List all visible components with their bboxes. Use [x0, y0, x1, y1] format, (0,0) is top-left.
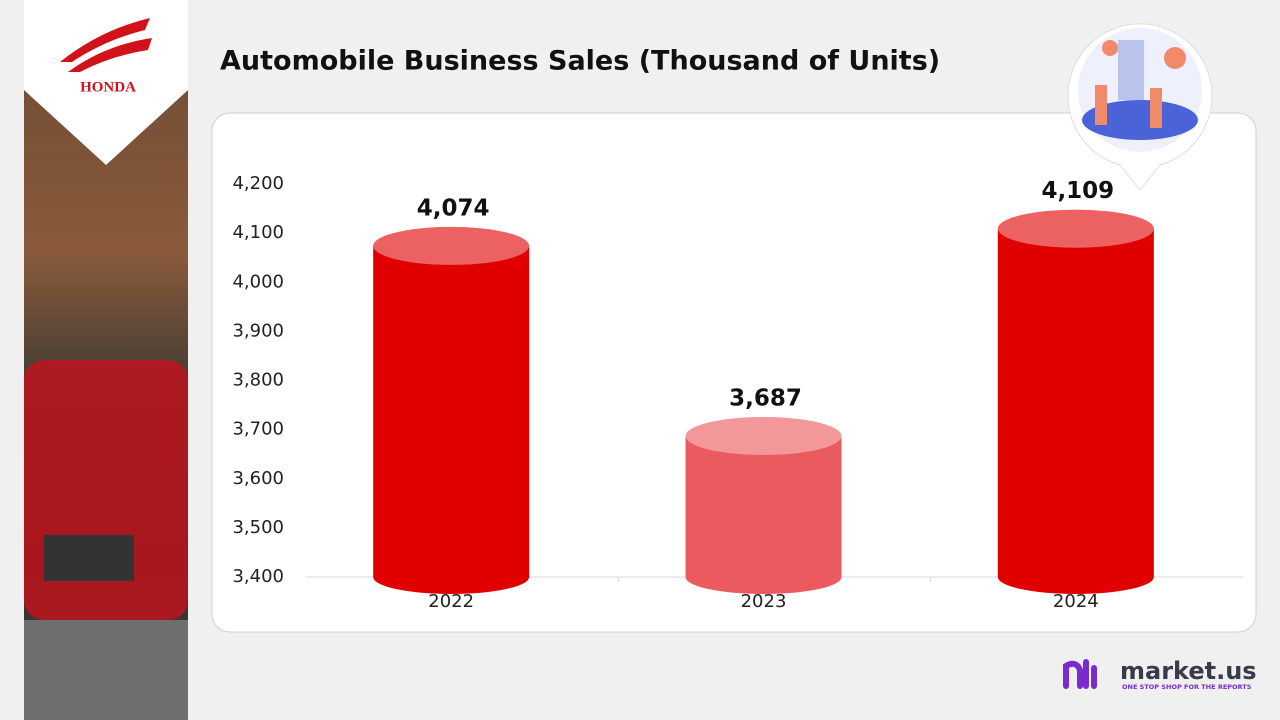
y-tick-label: 3,400: [232, 566, 284, 587]
y-tick-label: 3,600: [232, 468, 284, 489]
bar-top: [685, 417, 842, 456]
chart-title: Automobile Business Sales (Thousand of U…: [220, 46, 940, 77]
illustration-person: [1150, 88, 1162, 128]
bar-top-shade: [997, 209, 1154, 248]
illustration-car: [1082, 100, 1198, 140]
x-tick-label: 2022: [428, 591, 474, 612]
road: [24, 620, 188, 720]
value-label: 3,687: [729, 386, 802, 412]
footer-tagline: ONE STOP SHOP FOR THE REPORTS: [1122, 683, 1252, 691]
logo-wing: [60, 18, 152, 72]
footer-logo: market.us: [1120, 657, 1257, 685]
illustration-person: [1095, 85, 1107, 125]
car-plate: [44, 535, 134, 581]
bar: [997, 228, 1154, 595]
bar: [373, 245, 530, 594]
plot-area: 3,400 3,500 3,600 3,700 3,800 3,900 4,000 4,100…: [232, 173, 1243, 612]
x-tick-label: 2024: [1053, 591, 1099, 612]
bar: [685, 436, 842, 594]
illustration-clock: [1164, 47, 1186, 69]
illustration-coin: [1102, 40, 1118, 56]
value-label: 4,074: [417, 195, 490, 221]
illustration-building: [1118, 40, 1144, 100]
y-tick-label: 4,200: [232, 173, 284, 194]
footer-logo-mark: [1063, 659, 1097, 689]
y-tick-label: 3,900: [232, 320, 284, 341]
y-tick-label: 3,700: [232, 419, 284, 440]
value-label: 4,109: [1041, 178, 1114, 204]
x-tick-label: 2023: [741, 591, 787, 612]
bar-top-shade: [373, 226, 530, 265]
y-tick-label: 4,000: [232, 271, 284, 292]
bar-top: [373, 226, 530, 265]
y-tick-label: 4,100: [232, 222, 284, 243]
bar-top-shade: [685, 417, 842, 456]
y-tick-label: 3,800: [232, 370, 284, 391]
brand: HONDA: [80, 79, 136, 95]
bar-top: [997, 209, 1154, 248]
y-tick-label: 3,500: [232, 517, 284, 538]
